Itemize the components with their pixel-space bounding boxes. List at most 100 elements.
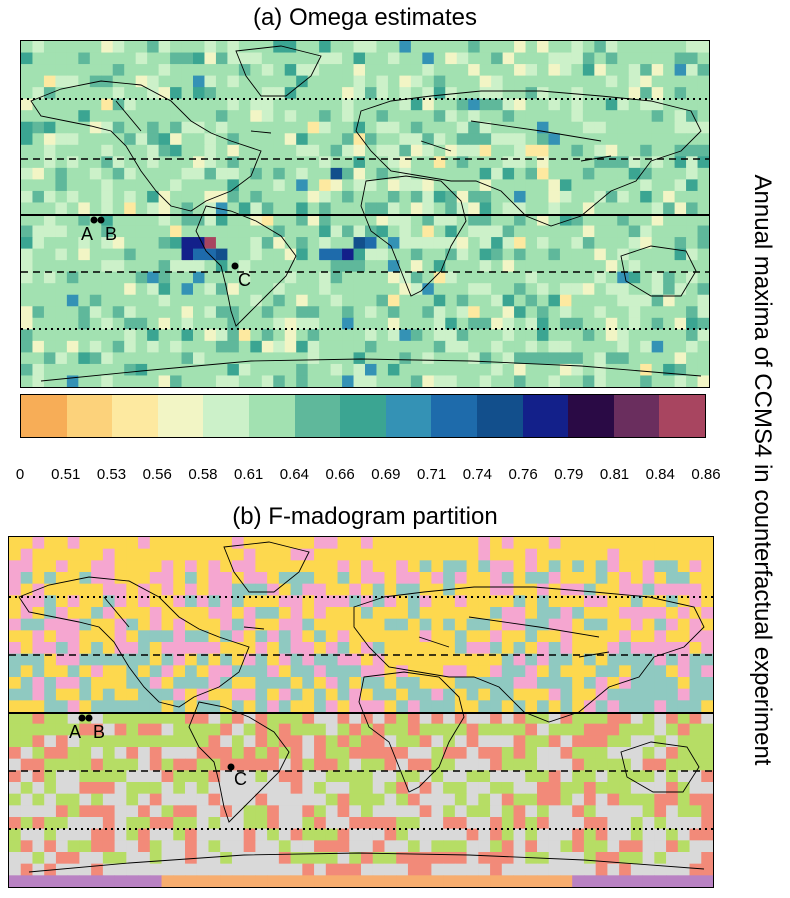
omega-cell xyxy=(365,133,377,146)
madogram-cell xyxy=(466,852,479,865)
omega-cell xyxy=(399,202,412,215)
madogram-cell xyxy=(149,595,163,608)
madogram-cell xyxy=(501,770,515,783)
madogram-cell xyxy=(114,712,127,725)
omega-cell xyxy=(582,294,595,307)
madogram-cell xyxy=(583,618,597,631)
madogram-cell xyxy=(185,770,198,783)
omega-cell xyxy=(55,144,68,157)
madogram-cell xyxy=(302,607,315,620)
madogram-cell xyxy=(513,747,526,760)
omega-cell xyxy=(135,271,148,284)
madogram-cell xyxy=(513,548,526,561)
madogram-cell xyxy=(185,793,198,806)
madogram-cell xyxy=(302,770,315,783)
madogram-cell xyxy=(419,735,432,748)
omega-cell xyxy=(582,225,595,238)
omega-cell xyxy=(273,41,286,54)
omega-cell xyxy=(491,340,504,353)
omega-cell xyxy=(330,375,343,387)
madogram-cell xyxy=(419,677,432,690)
omega-cell xyxy=(135,340,148,353)
omega-cell xyxy=(250,271,263,284)
omega-cell xyxy=(433,317,446,330)
omega-cell xyxy=(433,87,446,100)
madogram-cell xyxy=(20,607,33,620)
omega-cell xyxy=(479,156,492,169)
omega-cell xyxy=(548,167,561,180)
madogram-cell xyxy=(454,665,468,678)
omega-cell xyxy=(663,283,676,296)
omega-cell xyxy=(651,237,664,250)
madogram-cell xyxy=(91,828,104,841)
omega-cell xyxy=(628,98,641,111)
madogram-cell xyxy=(114,642,127,655)
madogram-cell xyxy=(20,572,33,585)
omega-cell xyxy=(21,375,33,387)
madogram-cell xyxy=(548,735,561,748)
omega-cell xyxy=(204,144,217,157)
madogram-cell xyxy=(196,840,209,853)
omega-cell xyxy=(250,190,263,203)
madogram-cell xyxy=(443,805,456,818)
madogram-cell xyxy=(666,712,679,725)
omega-cell xyxy=(468,225,481,238)
madogram-cell xyxy=(173,642,186,655)
omega-cell xyxy=(227,144,240,157)
omega-cell xyxy=(537,214,549,227)
omega-cell xyxy=(422,144,435,157)
omega-cell xyxy=(21,179,33,192)
omega-cell xyxy=(170,248,183,261)
omega-cell xyxy=(617,190,630,203)
omega-cell xyxy=(376,167,389,180)
madogram-cell xyxy=(361,817,374,830)
omega-cell xyxy=(376,271,389,284)
madogram-cell xyxy=(314,735,327,748)
omega-cell xyxy=(193,190,205,203)
omega-cell xyxy=(663,179,676,192)
omega-cell xyxy=(193,294,205,307)
madogram-cell xyxy=(419,653,432,666)
omega-cell xyxy=(181,237,194,250)
omega-cell xyxy=(21,294,33,307)
madogram-cell xyxy=(607,583,620,596)
madogram-cell xyxy=(666,758,679,771)
omega-cell xyxy=(250,340,263,353)
omega-cell xyxy=(537,294,549,307)
omega-cell xyxy=(101,375,114,387)
omega-cell xyxy=(605,375,618,387)
madogram-cell xyxy=(267,677,280,690)
madogram-cell xyxy=(337,735,350,748)
madogram-cell xyxy=(372,840,385,853)
madogram-cell xyxy=(466,630,479,643)
madogram-cell xyxy=(185,665,198,678)
omega-cell xyxy=(330,98,343,111)
madogram-cell xyxy=(372,677,385,690)
madogram-cell xyxy=(79,700,92,713)
colorbar-swatch xyxy=(66,395,113,437)
madogram-cell xyxy=(314,665,327,678)
omega-cell xyxy=(101,98,114,111)
madogram-cell xyxy=(173,560,186,573)
omega-cell xyxy=(147,340,160,353)
omega-cell xyxy=(43,41,56,54)
omega-cell xyxy=(342,340,355,353)
omega-cell xyxy=(605,133,618,146)
madogram-cell xyxy=(501,805,515,818)
omega-cell xyxy=(296,87,309,100)
madogram-cell xyxy=(689,700,702,713)
omega-cell xyxy=(571,87,584,100)
madogram-cell xyxy=(314,618,327,631)
omega-cell xyxy=(147,260,160,273)
omega-cell xyxy=(307,133,320,146)
madogram-cell xyxy=(290,875,303,887)
omega-cell xyxy=(319,317,332,330)
omega-cell xyxy=(273,271,286,284)
madogram-cell xyxy=(114,875,127,887)
omega-cell xyxy=(78,317,91,330)
madogram-cell xyxy=(44,828,57,841)
madogram-cell xyxy=(173,595,186,608)
madogram-cell xyxy=(102,747,116,760)
omega-cell xyxy=(663,260,676,273)
madogram-cell xyxy=(278,595,292,608)
